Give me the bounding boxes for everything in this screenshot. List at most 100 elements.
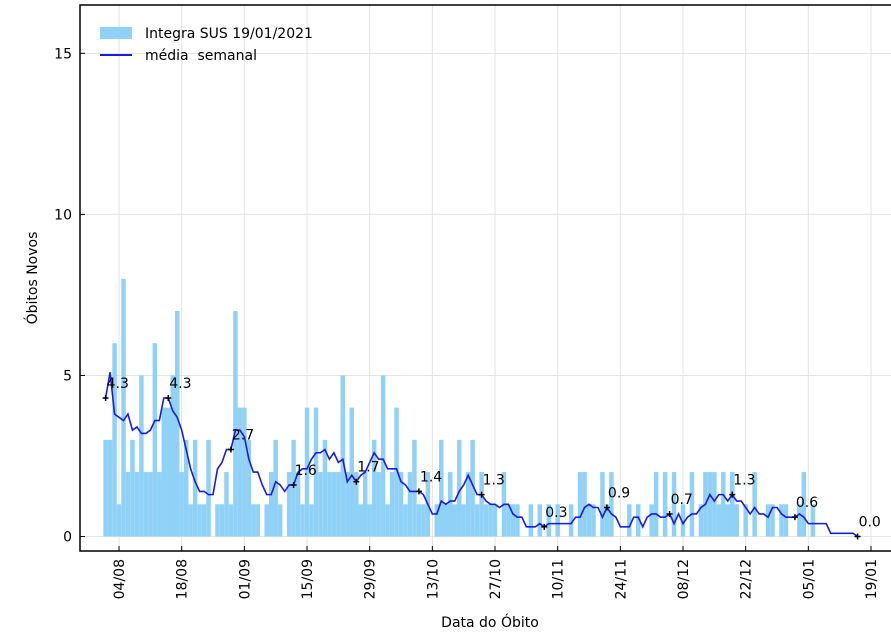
bar: [407, 472, 413, 537]
y-tick-label: 15: [54, 46, 72, 62]
bar: [161, 407, 167, 537]
bar: [488, 504, 493, 537]
bar: [367, 504, 372, 537]
bar: [452, 504, 457, 537]
x-tick-label: 13/10: [425, 559, 441, 599]
data-label: 2.7: [232, 428, 254, 444]
bar: [304, 407, 310, 537]
x-tick-label: 01/09: [237, 559, 253, 599]
x-tick-label: 22/12: [739, 559, 755, 599]
bar: [609, 472, 614, 537]
bar: [456, 439, 462, 537]
bar: [434, 504, 440, 537]
bar: [385, 504, 390, 537]
y-axis-label: Óbitos Novos: [23, 232, 41, 325]
x-tick-label: 08/12: [676, 559, 692, 599]
bar: [192, 439, 198, 537]
bar: [555, 504, 560, 537]
bar: [174, 311, 180, 537]
bar: [224, 472, 229, 537]
bar: [730, 472, 735, 537]
bar: [662, 472, 668, 537]
bar: [510, 504, 516, 537]
bar: [752, 472, 757, 537]
bar: [627, 504, 632, 537]
bar: [206, 439, 211, 537]
bar: [707, 472, 713, 537]
bar: [300, 504, 305, 537]
point-marker: [227, 446, 234, 453]
point-marker: [666, 510, 673, 517]
point-marker: [353, 478, 360, 485]
bar: [107, 439, 113, 537]
bar: [577, 472, 583, 537]
data-label: 0.6: [796, 495, 818, 511]
bar: [268, 472, 274, 537]
data-label: 1.3: [483, 473, 505, 489]
legend-label: Integra SUS 19/01/2021: [145, 26, 313, 42]
bar: [112, 343, 117, 537]
bar: [309, 504, 314, 537]
bar: [797, 504, 802, 537]
bar: [322, 439, 328, 537]
bar: [354, 472, 359, 537]
bar: [121, 278, 126, 537]
bar: [349, 407, 355, 537]
bar: [743, 504, 748, 537]
bar: [170, 375, 175, 537]
bar: [474, 504, 480, 537]
x-tick-label: 04/08: [112, 559, 128, 599]
bar: [416, 504, 422, 537]
bar: [725, 504, 731, 537]
y-tick-label: 10: [54, 207, 72, 223]
bar: [421, 504, 426, 537]
bar: [242, 407, 247, 537]
bar: [479, 472, 484, 537]
bar: [412, 439, 417, 537]
bar: [313, 407, 319, 537]
bar: [188, 504, 193, 537]
bar: [649, 504, 654, 537]
data-label: 0.9: [608, 486, 630, 502]
bar: [201, 504, 207, 537]
bar: [716, 504, 722, 537]
bar: [157, 472, 162, 537]
bar: [336, 472, 341, 537]
legend-swatch: [100, 27, 132, 39]
bar: [465, 472, 471, 537]
bar: [765, 504, 771, 537]
bar: [371, 439, 377, 537]
bar: [591, 504, 596, 537]
bar: [483, 504, 489, 537]
data-label: 4.3: [107, 376, 129, 392]
bar: [537, 504, 543, 537]
data-label: 1.7: [357, 460, 379, 476]
bar: [219, 504, 225, 537]
x-tick-label: 24/11: [613, 559, 629, 599]
bar: [152, 343, 158, 537]
bar: [255, 504, 261, 537]
x-tick-label: 15/09: [300, 559, 316, 599]
bar: [376, 472, 381, 537]
bar: [291, 439, 296, 537]
bar: [698, 504, 704, 537]
point-marker: [478, 491, 485, 498]
bar: [273, 439, 278, 537]
bar: [586, 504, 592, 537]
bar: [770, 504, 775, 537]
bar: [228, 504, 234, 537]
y-tick-label: 0: [63, 530, 72, 546]
bar: [461, 504, 466, 537]
bar: [443, 504, 449, 537]
bar: [801, 472, 807, 537]
legend-label: média semanal: [145, 48, 257, 64]
bar: [166, 407, 171, 537]
bar: [116, 504, 122, 537]
bar: [470, 439, 475, 537]
bar: [286, 472, 292, 537]
bar: [264, 504, 269, 537]
x-axis-label: Data do Óbito: [441, 613, 539, 631]
bar: [448, 472, 453, 537]
x-tick-label: 05/01: [801, 559, 817, 599]
